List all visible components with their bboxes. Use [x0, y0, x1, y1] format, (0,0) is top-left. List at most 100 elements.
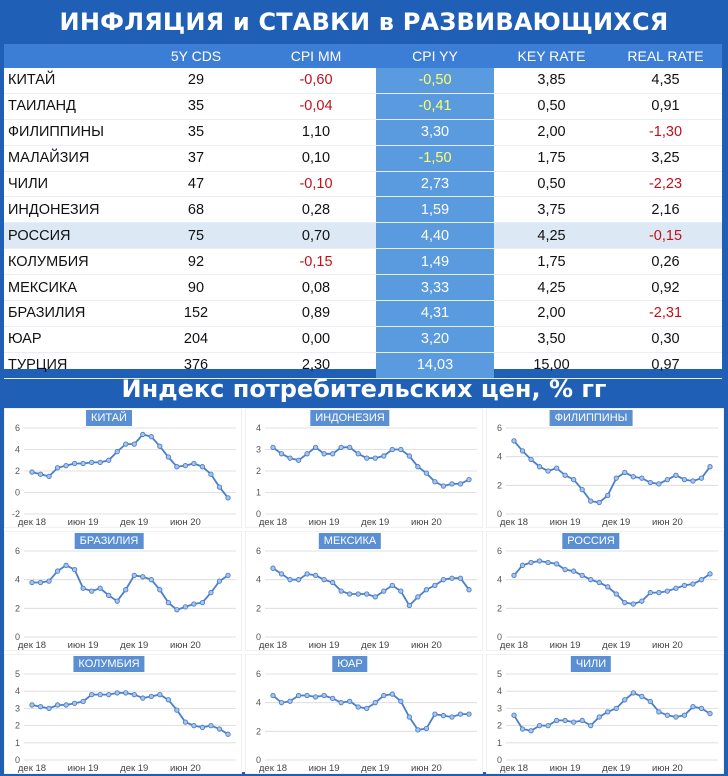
y-tick-label: 2 [15, 721, 20, 731]
table-header-row: 5Y CDS CPI MM CPI YY KEY RATE REAL RATE [4, 44, 722, 68]
x-tick-label: июн 20 [652, 763, 683, 774]
x-tick-label: дек 18 [259, 763, 287, 774]
data-point [389, 582, 395, 589]
data-point [46, 578, 52, 584]
real-rate-cell: 0,92 [609, 274, 722, 302]
x-tick-label: июн 20 [170, 517, 201, 528]
data-point [321, 692, 327, 699]
chart-title: РОССИЯ [562, 533, 620, 549]
y-tick-label: 0 [15, 632, 20, 642]
real-rate-cell: 0,91 [609, 93, 722, 120]
data-point [579, 486, 585, 493]
data-point [639, 693, 645, 700]
country-cell: МЕКСИКА [4, 274, 136, 302]
y-tick-label: 2 [497, 480, 502, 490]
data-point [71, 460, 78, 467]
cds-cell: 37 [136, 145, 256, 172]
data-point [46, 473, 52, 480]
cpi-yy-cell: 14,03 [376, 352, 494, 379]
key-rate-cell: 3,75 [494, 196, 609, 224]
x-tick-label: июн 20 [170, 763, 201, 774]
x-tick-label: июн 20 [652, 517, 683, 528]
data-point [630, 474, 636, 480]
data-point [406, 453, 412, 459]
data-point [528, 728, 534, 734]
data-point [596, 579, 602, 586]
data-point [338, 700, 344, 706]
chart-background [245, 408, 483, 528]
data-point [304, 692, 310, 699]
data-point [630, 690, 636, 696]
data-point [519, 562, 526, 568]
y-tick-label: 3 [497, 703, 502, 713]
data-point [553, 465, 560, 471]
key-rate-cell: 1,75 [494, 145, 609, 172]
data-point [63, 702, 69, 708]
data-point [270, 565, 276, 571]
data-point [466, 476, 472, 483]
data-point [698, 577, 705, 583]
data-point [457, 481, 464, 487]
data-point [174, 464, 180, 470]
data-point [415, 594, 421, 600]
data-point [208, 722, 214, 729]
data-point [398, 588, 404, 594]
data-point [29, 579, 35, 586]
country-cell: ТАИЛАНД [4, 93, 136, 120]
cpi-chart-svg: -2 0 2 4 6 дек 18 июн 19 дек 19 июн 20 [4, 408, 242, 528]
cpi-mm-cell: 0,89 [256, 300, 376, 327]
y-tick-label: 4 [256, 698, 261, 708]
x-tick-label: дек 19 [361, 517, 389, 528]
x-tick-label: дек 19 [602, 763, 630, 774]
data-point [46, 705, 52, 712]
table-row: МЕКСИКА 90 0,08 3,33 4,25 0,92 [4, 274, 722, 302]
data-point [605, 584, 611, 590]
y-tick-label: 0 [497, 632, 502, 642]
cpi-mm-cell: -0,04 [256, 93, 376, 120]
data-point [519, 448, 526, 454]
table-row: МАЛАЙЗИЯ 37 0,10 -1,50 1,75 3,25 [4, 145, 722, 172]
x-tick-label: июн 20 [411, 763, 442, 774]
cds-cell: 90 [136, 274, 256, 302]
data-point [287, 698, 293, 704]
x-tick-label: дек 18 [500, 763, 528, 774]
data-point [295, 457, 302, 463]
data-point [613, 475, 619, 481]
data-point [364, 705, 370, 712]
data-point [89, 459, 95, 466]
x-tick-label: июн 20 [411, 640, 442, 651]
data-point [664, 588, 671, 594]
y-tick-label: 5 [15, 669, 20, 679]
x-tick-label: дек 18 [18, 517, 46, 528]
data-point [312, 694, 319, 700]
data-point [673, 472, 679, 478]
y-tick-label: 1 [256, 488, 261, 498]
data-point [545, 559, 551, 566]
country-cell: КИТАЙ [4, 68, 136, 94]
data-point [605, 492, 611, 499]
data-point [622, 697, 628, 703]
cds-cell: 204 [136, 326, 256, 353]
y-tick-label: 0 [256, 509, 261, 519]
y-tick-label: 4 [256, 575, 261, 585]
y-tick-label: 0 [497, 755, 502, 765]
y-tick-label: 4 [256, 423, 261, 433]
data-point [364, 455, 370, 461]
chart-title: БРАЗИЛИЯ [74, 533, 144, 549]
y-tick-label: 6 [256, 669, 261, 679]
cpi-mm-cell: 2,30 [256, 352, 376, 379]
data-point [131, 572, 137, 579]
data-point [191, 722, 197, 729]
key-rate-cell: 0,50 [494, 171, 609, 198]
real-rate-cell: -0,15 [609, 222, 722, 250]
cpi-chart-svg: 0 1 2 3 4 5 дек 18 июн 19 дек 19 июн 20 [4, 654, 242, 774]
data-point [347, 444, 353, 450]
key-rate-cell: 0,50 [494, 93, 609, 120]
x-tick-label: дек 18 [18, 763, 46, 774]
chart-title: ФИЛИППИНЫ [549, 410, 633, 426]
data-point [630, 601, 636, 607]
data-point [622, 599, 628, 606]
data-point [191, 460, 197, 467]
data-point [37, 704, 44, 710]
header-country [4, 44, 136, 68]
